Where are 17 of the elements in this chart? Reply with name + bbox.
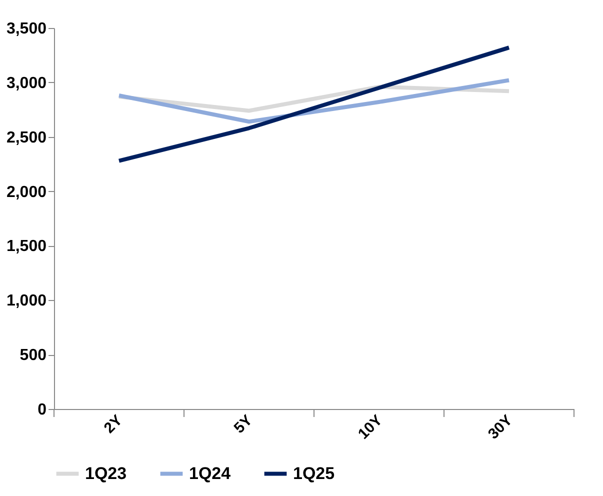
y-tick-label: 0 — [38, 402, 47, 418]
line-series — [117, 46, 511, 163]
y-tick-label: 3,500 — [6, 20, 47, 38]
x-tick-label: 2Y — [100, 412, 126, 437]
y-tick-label: 2,000 — [6, 184, 47, 201]
legend-label: 1Q24 — [189, 464, 232, 483]
x-tick-label: 10Y — [354, 412, 386, 443]
y-tick-label: 1,000 — [6, 292, 47, 310]
x-tick-label: 5Y — [230, 412, 256, 437]
y-tick-label: 1,500 — [6, 238, 47, 256]
legend-label: 1Q23 — [85, 464, 127, 483]
x-tick-label: 30Y — [484, 412, 516, 443]
y-tick-label: 3,000 — [6, 74, 47, 92]
legend-label: 1Q25 — [293, 464, 335, 483]
y-tick-label: 2,500 — [6, 129, 47, 146]
line-series — [117, 78, 511, 124]
y-tick-label: 500 — [20, 347, 47, 364]
